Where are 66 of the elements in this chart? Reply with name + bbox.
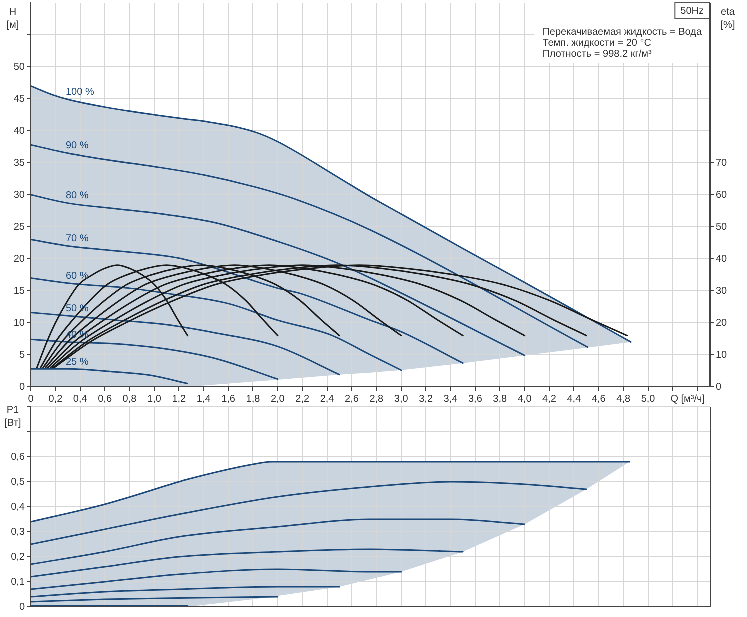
y2-tick-label: 20	[716, 318, 728, 329]
x-tick-label: 1,4	[196, 394, 212, 405]
x-tick-label: 4,8	[616, 394, 631, 405]
x-tick-label: 1,6	[222, 394, 236, 405]
annotation: Перекачиваемая жидкость = Вода	[542, 26, 702, 38]
x-tick-label: 0,2	[48, 394, 64, 405]
y-tick-label: 15	[14, 286, 26, 297]
y-tick-label: 30	[14, 190, 26, 201]
x-tick-label: 4,4	[567, 394, 582, 405]
y2-tick-label: 30	[716, 286, 728, 297]
y2-tick-label: 60	[716, 190, 728, 201]
annotation: Темп. жидкости = 20 °C	[542, 38, 652, 49]
x-tick-label: 5,0	[641, 394, 656, 405]
y-tick-label: 0,1	[11, 576, 26, 588]
x-tick-label: 2,0	[270, 394, 286, 405]
x-tick-label: 0,4	[73, 394, 88, 405]
y-tick-label: 0,5	[11, 476, 26, 488]
y-tick-label: 25	[14, 222, 26, 233]
chart-title: 50Hz	[680, 6, 704, 17]
x-tick-label: 4,2	[542, 394, 557, 405]
y-tick-label: 0	[19, 382, 26, 393]
y-tick-label: 0,2	[11, 552, 26, 563]
series-label: 25 %	[66, 356, 89, 368]
x-axis-title: Q [м³/ч]	[670, 394, 706, 405]
annotation: Плотность = 998.2 кг/м³	[542, 48, 652, 60]
y2-tick-label: 40	[716, 254, 728, 265]
x-tick-label: 1,2	[172, 394, 187, 405]
y2-axis-title: eta [%]	[720, 6, 736, 31]
y2-tick-label: 10	[716, 350, 728, 361]
y-tick-label: 35	[14, 158, 26, 169]
x-tick-label: 0,8	[122, 394, 138, 405]
y-tick-label: 5	[19, 350, 26, 361]
y-tick-label: 20	[14, 254, 26, 265]
x-tick-label: 1,8	[246, 394, 261, 405]
x-tick-label: 1,0	[148, 394, 162, 405]
y-axis-title: H [м]	[6, 6, 20, 31]
x-tick-label: 3,0	[394, 394, 409, 405]
series-label: 70 %	[66, 234, 89, 245]
x-tick-label: 3,6	[468, 394, 483, 405]
y-tick-label: 50	[14, 62, 26, 73]
y-tick-label: 0,3	[11, 526, 26, 538]
x-tick-label: 2,8	[370, 394, 384, 405]
y-tick-label: 45	[14, 94, 26, 105]
x-tick-label: 2,2	[296, 394, 310, 405]
x-tick-label: 2,4	[320, 394, 335, 405]
y-tick-label: 40	[14, 126, 26, 137]
y2-tick-label: 0	[716, 382, 722, 393]
y-tick-label: 0,6	[11, 452, 26, 463]
series-label: 100 %	[66, 86, 94, 98]
x-tick-label: 2,6	[345, 394, 360, 405]
y-tick-label: 0,4	[11, 502, 26, 513]
series-label: 80 %	[66, 190, 89, 202]
y-axis-title: P1 [Вт]	[4, 404, 22, 429]
x-tick-label: 3,4	[444, 394, 458, 405]
x-tick-label: 4,0	[518, 394, 532, 405]
series-label: 90 %	[66, 140, 89, 152]
x-tick-label: 3,2	[419, 394, 434, 405]
y2-tick-label: 50	[716, 222, 728, 233]
series-label: 60 %	[66, 270, 89, 282]
x-tick-label: 0	[28, 394, 34, 405]
y-tick-label: 10	[14, 318, 26, 329]
x-tick-label: 4,6	[592, 394, 606, 405]
y-tick-label: 0	[19, 602, 26, 613]
x-tick-label: 3,8	[493, 394, 508, 405]
y2-tick-label: 70	[716, 158, 728, 169]
x-tick-label: 0,6	[98, 394, 112, 405]
